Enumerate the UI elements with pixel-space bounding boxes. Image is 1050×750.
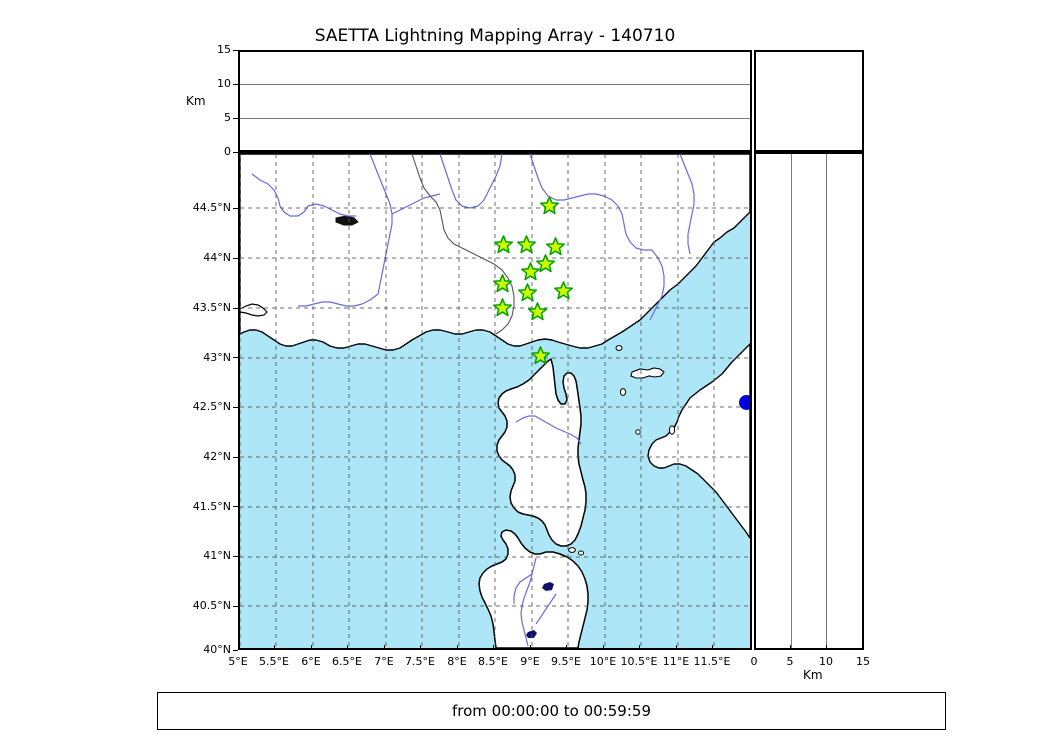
map-xtickmark-6-5 <box>347 645 348 650</box>
top-ytickmark-15 <box>233 50 238 51</box>
panel-height-vs-latitude[interactable] <box>754 152 864 650</box>
map-ytickmark-40 <box>233 650 238 651</box>
right-xtick-5: 5 <box>786 655 794 668</box>
map-xtick-10: 10°E <box>589 655 617 668</box>
map-geography <box>240 154 750 648</box>
right-xtick-10: 10 <box>819 655 833 668</box>
right-panel-gridline-10 <box>826 154 827 648</box>
caption-text: from 00:00:00 to 00:59:59 <box>451 702 651 720</box>
map-xtickmark-9-5 <box>566 645 567 650</box>
map-ytickmark-43-5 <box>233 308 238 309</box>
lma-station-marker[interactable] <box>545 236 565 256</box>
map-xtick-7-5: 7.5°E <box>405 655 435 668</box>
map-ytickmark-40-5 <box>233 606 238 607</box>
map-ytick-43-5: 43.5°N <box>192 301 231 314</box>
right-xtick-0: 0 <box>750 655 758 668</box>
map-ytickmark-42 <box>233 457 238 458</box>
map-xtickmark-10 <box>603 645 604 650</box>
caption-box: from 00:00:00 to 00:59:59 <box>157 692 946 730</box>
right-xtick-15: 15 <box>856 655 870 668</box>
lma-station-marker[interactable] <box>530 345 550 365</box>
lma-station-marker[interactable] <box>493 234 513 254</box>
map-xtickmark-7-5 <box>420 645 421 650</box>
right-xtickmark-0 <box>754 645 755 650</box>
lma-station-marker[interactable] <box>517 282 537 302</box>
map-ytickmark-44 <box>233 258 238 259</box>
map-ytick-41-5: 41.5°N <box>192 500 231 513</box>
lightning-source-marker[interactable] <box>738 394 750 410</box>
map-xtick-6: 6°E <box>301 655 321 668</box>
map-ytick-42-5: 42.5°N <box>192 400 231 413</box>
right-xtickmark-5 <box>790 645 791 650</box>
map-ytickmark-44-5 <box>233 208 238 209</box>
map-xtickmark-11 <box>676 645 677 650</box>
lma-station-marker[interactable] <box>492 297 512 317</box>
map-xtick-5-5: 5.5°E <box>259 655 289 668</box>
map-ytick-40: 40°N <box>203 643 231 656</box>
map-xtick-6-5: 6.5°E <box>332 655 362 668</box>
lma-station-marker[interactable] <box>520 261 540 281</box>
map-xtick-9: 9°E <box>520 655 540 668</box>
map-xtickmark-10-5 <box>639 645 640 650</box>
lma-station-marker[interactable] <box>492 273 512 293</box>
map-xtick-11: 11°E <box>662 655 690 668</box>
map-xtick-8: 8°E <box>447 655 467 668</box>
right-panel-gridline-5 <box>791 154 792 648</box>
map-xtickmark-5-5 <box>274 645 275 650</box>
map-xtick-5: 5°E <box>228 655 248 668</box>
map-xtickmark-9 <box>530 645 531 650</box>
lma-station-marker[interactable] <box>527 301 547 321</box>
figure-title: SAETTA Lightning Mapping Array - 140710 <box>314 26 676 46</box>
top-panel-gridline-5 <box>240 118 750 119</box>
panel-map[interactable] <box>238 152 752 650</box>
map-xtick-11-5: 11.5°E <box>693 655 731 668</box>
top-ytickmark-10 <box>233 84 238 85</box>
right-panel-xlabel: Km <box>803 668 823 682</box>
map-ytickmark-41 <box>233 556 238 557</box>
map-xtick-10-5: 10.5°E <box>620 655 658 668</box>
top-panel-ylabel: Km <box>186 94 206 108</box>
lma-station-marker[interactable] <box>535 253 555 273</box>
map-ytick-40-5: 40.5°N <box>192 599 231 612</box>
map-xtickmark-7 <box>384 645 385 650</box>
map-ytick-41: 41°N <box>203 549 231 562</box>
map-xtickmark-5 <box>238 645 239 650</box>
map-xtickmark-8 <box>457 645 458 650</box>
panel-height-vs-longitude[interactable] <box>238 50 752 152</box>
lma-station-marker[interactable] <box>539 195 559 215</box>
map-ytick-44-5: 44.5°N <box>192 201 231 214</box>
top-ytick-5: 5 <box>224 111 231 124</box>
top-ytick-10: 10 <box>217 77 231 90</box>
map-ytickmark-42-5 <box>233 407 238 408</box>
map-ytickmark-41-5 <box>233 506 238 507</box>
lma-station-marker[interactable] <box>553 280 573 300</box>
top-ytickmark-0 <box>233 152 238 153</box>
top-panel-gridline-10 <box>240 84 750 85</box>
top-ytickmark-5 <box>233 118 238 119</box>
map-xtickmark-6 <box>311 645 312 650</box>
map-ytick-43: 43°N <box>203 351 231 364</box>
map-ytick-42: 42°N <box>203 450 231 463</box>
map-xtickmark-11-5 <box>712 645 713 650</box>
top-ytick-15: 15 <box>217 43 231 56</box>
map-xtick-7: 7°E <box>374 655 394 668</box>
map-xtickmark-8-5 <box>493 645 494 650</box>
panel-corner-empty[interactable] <box>754 50 864 152</box>
map-ytick-44: 44°N <box>203 251 231 264</box>
map-xtick-8-5: 8.5°E <box>478 655 508 668</box>
right-xtickmark-10 <box>826 645 827 650</box>
map-ytickmark-43 <box>233 357 238 358</box>
top-ytick-0: 0 <box>224 145 231 158</box>
lma-station-marker[interactable] <box>516 234 536 254</box>
right-xtickmark-15 <box>862 645 863 650</box>
map-xtick-9-5: 9.5°E <box>551 655 581 668</box>
